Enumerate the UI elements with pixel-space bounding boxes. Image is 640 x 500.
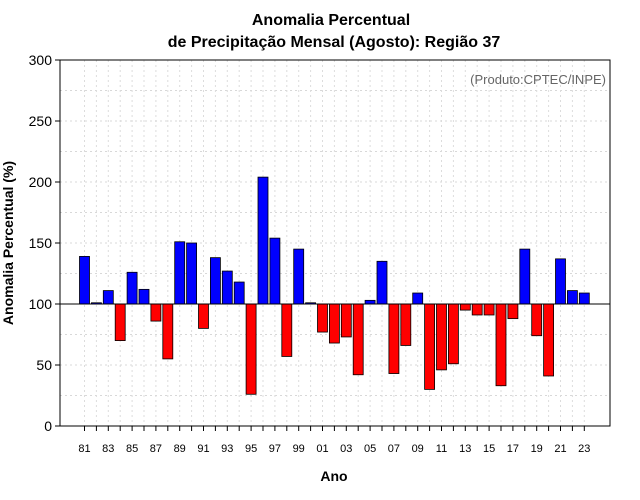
x-tick-label: 01 (316, 443, 328, 455)
bar-2004 (352, 303, 364, 376)
chart-title-line-2: de Precipitação Mensal (Agosto): Região … (168, 34, 501, 51)
bar-2006 (376, 260, 388, 305)
grid (60, 60, 610, 426)
x-tick-label: 81 (78, 443, 90, 455)
bar-2005 (364, 299, 376, 305)
x-tick-label: 03 (340, 443, 352, 455)
bars (79, 176, 590, 395)
bar-2007 (388, 303, 400, 374)
x-tick-label: 05 (364, 443, 376, 455)
bar-2019 (531, 303, 543, 337)
y-tick-label: 150 (29, 235, 53, 251)
x-tick-label: 95 (245, 443, 257, 455)
bar-1998 (281, 303, 293, 357)
bar-2015 (483, 303, 495, 316)
y-axis: 0 50 100 150 200 250 300 (29, 52, 60, 434)
bar-1988 (162, 303, 174, 360)
credit-label: (Produto:CPTEC/INPE) (470, 72, 606, 87)
bar-1993 (221, 270, 233, 305)
bar-1984 (114, 303, 126, 341)
x-tick-label: 83 (102, 443, 114, 455)
x-tick-label: 97 (269, 443, 281, 455)
bar-1992 (209, 257, 221, 305)
x-tick-label: 99 (293, 443, 305, 455)
bar-2001 (317, 303, 328, 333)
bar-2014 (471, 303, 483, 316)
bar-2002 (328, 303, 340, 344)
x-tick-label: 93 (221, 443, 233, 455)
bar-1996 (257, 176, 269, 305)
bar-2012 (447, 303, 459, 365)
bar-1989 (174, 241, 186, 305)
x-tick-label: 89 (174, 443, 186, 455)
bar-1985 (126, 271, 138, 305)
x-tick-label: 87 (150, 443, 162, 455)
bar-1995 (245, 303, 257, 395)
x-tick-label: 19 (531, 443, 543, 455)
x-tick-label: 21 (554, 443, 566, 455)
bar-2009 (412, 292, 424, 305)
x-tick-label: 91 (197, 443, 209, 455)
x-tick-label: 11 (436, 443, 447, 455)
bar-2017 (507, 303, 519, 320)
bar-1991 (198, 303, 209, 329)
bar-2016 (495, 303, 507, 387)
bar-2013 (459, 303, 471, 311)
bar-2020 (543, 303, 554, 377)
bar-1981 (79, 256, 90, 305)
y-tick-label: 50 (36, 357, 52, 373)
bar-2021 (555, 258, 566, 305)
bar-2018 (519, 248, 531, 305)
y-tick-label: 100 (29, 296, 53, 312)
y-tick-label: 250 (29, 113, 53, 129)
x-tick-label: 13 (459, 443, 471, 455)
bar-2023 (578, 292, 590, 305)
bar-2022 (567, 290, 578, 305)
x-axis: 81 83 85 87 89 91 93 95 97 99 01 03 05 07 09 11 13 15 17 19… (78, 426, 590, 455)
bar-2008 (400, 303, 412, 346)
x-tick-label: 17 (507, 443, 519, 455)
x-tick-label: 23 (578, 443, 590, 455)
y-tick-label: 300 (29, 52, 53, 68)
bar-1997 (269, 237, 281, 305)
chart-title-line-1: Anomalia Percentual (252, 12, 410, 29)
bar-2010 (424, 303, 436, 390)
bar-1987 (150, 303, 162, 322)
bar-1994 (233, 281, 245, 305)
x-tick-label: 85 (126, 443, 138, 455)
y-axis-label: Anomalia Percentual (%) (0, 161, 16, 325)
x-axis-label: Ano (320, 468, 347, 484)
bar-1986 (138, 288, 150, 305)
y-tick-label: 0 (44, 418, 52, 434)
bar-2003 (340, 303, 352, 338)
x-tick-label: 15 (483, 443, 495, 455)
bar-1990 (186, 242, 198, 305)
bar-1999 (293, 248, 305, 305)
x-tick-label: 07 (388, 443, 400, 455)
bar-2011 (436, 303, 447, 371)
bar-1983 (102, 290, 114, 305)
y-tick-label: 200 (29, 174, 53, 190)
x-tick-label: 09 (412, 443, 424, 455)
